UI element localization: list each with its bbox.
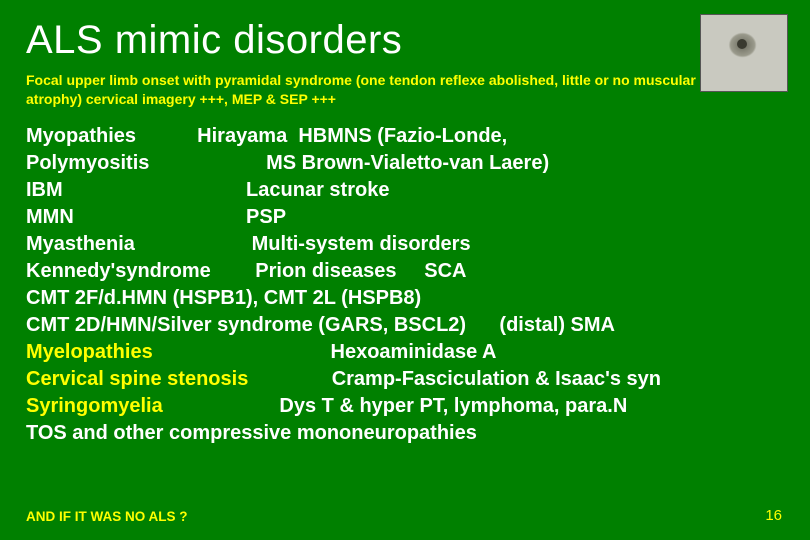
- body-text: Cramp-Fasciculation & Isaac's syn: [332, 368, 661, 390]
- body-text: Kennedy'syndrome: [26, 260, 211, 282]
- slide-number: 16: [765, 507, 782, 524]
- gap: [149, 152, 266, 174]
- body-row: CMT 2D/HMN/Silver syndrome (GARS, BSCL2)…: [26, 312, 784, 339]
- body-text: CMT 2D/HMN/Silver syndrome (GARS, BSCL2): [26, 314, 466, 336]
- body-row: TOS and other compressive mononeuropathi…: [26, 420, 784, 447]
- body-row: Myelopathies Hexoaminidase A: [26, 339, 784, 366]
- body-row: Cervical spine stenosis Cramp-Fasciculat…: [26, 366, 784, 393]
- body-text: PSP: [246, 206, 286, 228]
- gap: [153, 341, 331, 363]
- body-text: Myopathies: [26, 125, 136, 147]
- gap: [211, 260, 255, 282]
- body-text-highlight: Syringomyelia: [26, 395, 163, 417]
- body-text: HBMNS (Fazio-Londe,: [298, 125, 507, 147]
- body-text-highlight: Cervical spine stenosis: [26, 368, 248, 390]
- gap: [396, 260, 424, 282]
- body-row: Myasthenia Multi-system disorders: [26, 231, 784, 258]
- gap: [74, 206, 246, 228]
- body-row: CMT 2F/d.HMN (HSPB1), CMT 2L (HSPB8): [26, 285, 784, 312]
- body-row: MMN PSP: [26, 204, 784, 231]
- slide-body: Myopathies Hirayama HBMNS (Fazio-Londe, …: [0, 119, 810, 447]
- body-text: Polymyositis: [26, 152, 149, 174]
- body-text: Hexoaminidase A: [331, 341, 497, 363]
- body-text: IBM: [26, 179, 63, 201]
- gap: [163, 395, 280, 417]
- body-text: Multi-system disorders: [252, 233, 471, 255]
- body-row: Syringomyelia Dys T & hyper PT, lymphoma…: [26, 393, 784, 420]
- gap: [248, 368, 331, 390]
- body-text: Dys T & hyper PT, lymphoma, para.N: [279, 395, 627, 417]
- body-row: Polymyositis MS Brown-Vialetto-van Laere…: [26, 150, 784, 177]
- body-text: Hirayama: [197, 125, 287, 147]
- body-text: Brown-Vialetto-van Laere): [302, 152, 549, 174]
- body-text: Prion diseases: [255, 260, 396, 282]
- slide-title: ALS mimic disorders: [0, 0, 810, 71]
- footer-left-text: AND IF IT WAS NO ALS ?: [26, 509, 188, 524]
- body-text: SCA: [424, 260, 466, 282]
- body-text: Myasthenia: [26, 233, 135, 255]
- body-text-highlight: Myelopathies: [26, 341, 153, 363]
- body-text: TOS and other compressive mononeuropathi…: [26, 422, 477, 444]
- slide-thumbnail-image: [700, 14, 788, 92]
- body-text: Lacunar stroke: [246, 179, 389, 201]
- gap: [136, 125, 197, 147]
- body-text: MMN: [26, 206, 74, 228]
- body-row: Kennedy'syndrome Prion diseases SCA: [26, 258, 784, 285]
- body-text: MS: [266, 152, 296, 174]
- slide-subtitle: Focal upper limb onset with pyramidal sy…: [0, 71, 810, 119]
- body-text: (distal) SMA: [499, 314, 615, 336]
- gap: [135, 233, 252, 255]
- gap: [63, 179, 246, 201]
- body-text: CMT 2F/d.HMN (HSPB1), CMT 2L (HSPB8): [26, 287, 421, 309]
- gap: [466, 314, 499, 336]
- gap: [287, 125, 298, 147]
- body-row: IBM Lacunar stroke: [26, 177, 784, 204]
- body-row: Myopathies Hirayama HBMNS (Fazio-Londe,: [26, 123, 784, 150]
